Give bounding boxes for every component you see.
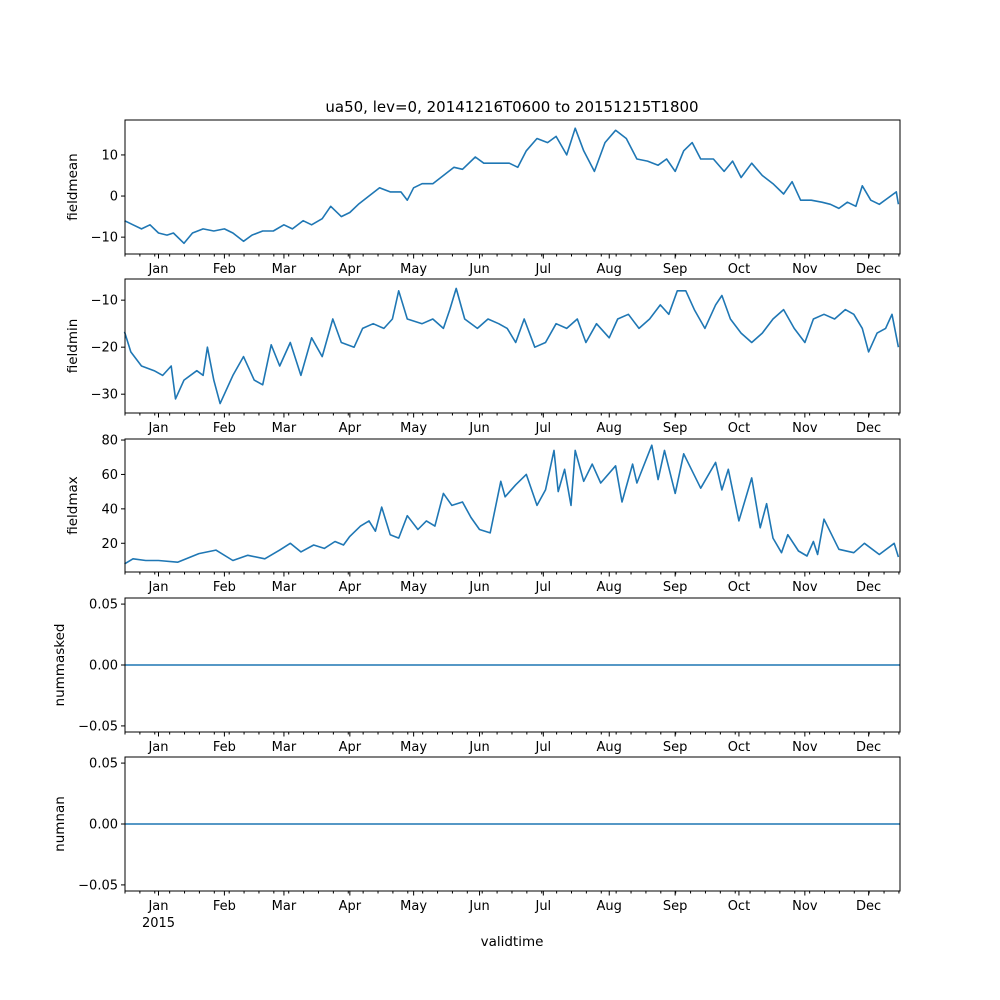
x-tick-label: Aug <box>597 262 622 277</box>
subplot-fieldmax: 20 40 60 80 fieldmax Jan Feb Mar Apr May Jun Jul Aug… <box>65 434 901 595</box>
x-tick-label: Apr <box>339 740 362 755</box>
y-axis-label: fieldmin <box>65 319 81 374</box>
x-tick-label: Mar <box>272 899 297 914</box>
x-tick-label: Jan <box>147 580 168 595</box>
x-tick-label: Apr <box>339 421 362 436</box>
x-tick-label: May <box>400 740 427 755</box>
y-axis-label: fieldmean <box>65 153 81 220</box>
x-tick-label: Mar <box>272 262 297 277</box>
x-tick-label: Sep <box>663 580 688 595</box>
y-tick-label: −0.05 <box>78 719 118 734</box>
subplot-fieldmean: −10 0 10 fieldmean Jan Feb Mar Apr May Jun Jul Aug S… <box>65 119 901 277</box>
x-tick-label: Jan <box>147 899 168 914</box>
x-tick-label: Sep <box>663 899 688 914</box>
x-tick-label: Feb <box>213 262 236 277</box>
subplot-nummasked: −0.05 0.00 0.05 nummasked Jan Feb Mar Apr May Jun… <box>52 597 901 755</box>
x-tick-label: Mar <box>272 421 297 436</box>
y-tick-label: 60 <box>101 468 118 483</box>
x-tick-label: Jul <box>534 740 551 755</box>
x-tick-label: Jun <box>468 580 489 595</box>
x-tick-label: May <box>400 899 427 914</box>
x-tick-label: Oct <box>728 262 750 277</box>
subplot-numnan: −0.05 0.00 0.05 numnan Jan Feb Mar Apr May Jun Jul… <box>52 756 901 931</box>
y-tick-label: 40 <box>101 502 118 517</box>
x-tick-label: Apr <box>339 580 362 595</box>
x-tick-label: Oct <box>728 421 750 436</box>
x-tick-label: Apr <box>339 262 362 277</box>
x-tick-label: Feb <box>213 421 236 436</box>
y-tick-label: −0.05 <box>78 878 118 893</box>
x-tick-label: Jul <box>534 899 551 914</box>
y-tick-label: −10 <box>91 294 118 309</box>
y-axis-label: nummasked <box>52 624 68 707</box>
y-tick-label: −20 <box>91 341 118 356</box>
x-tick-label: Sep <box>663 421 688 436</box>
fieldmin-series-line <box>123 287 900 405</box>
x-tick-label: Feb <box>213 740 236 755</box>
x-tick-label: Nov <box>792 899 818 914</box>
x-tick-label: Feb <box>213 580 236 595</box>
x-tick-label: Oct <box>728 580 750 595</box>
y-tick-label: 80 <box>101 434 118 449</box>
x-tick-label: Jul <box>534 421 551 436</box>
x-tick-label: Jan <box>147 262 168 277</box>
x-tick-label: Apr <box>339 899 362 914</box>
fieldmax-series-line <box>124 444 900 565</box>
x-tick-label: Jun <box>468 421 489 436</box>
x-tick-label: Jun <box>468 740 489 755</box>
x-tick-label: Jul <box>534 580 551 595</box>
y-axis-label: numnan <box>52 796 68 852</box>
y-tick-label: 0.00 <box>89 659 118 674</box>
y-tick-label: 10 <box>101 148 118 163</box>
x-tick-label: Sep <box>663 262 688 277</box>
x-tick-label: Aug <box>597 899 622 914</box>
x-tick-label: Oct <box>728 899 750 914</box>
axes-frame <box>124 119 901 255</box>
y-tick-label: 0.05 <box>89 598 118 613</box>
y-tick-label: 0.05 <box>89 757 118 772</box>
x-tick-label: Aug <box>597 740 622 755</box>
x-tick-label: Dec <box>856 740 881 755</box>
y-tick-label: 20 <box>101 537 118 552</box>
x-tick-label: Jan <box>147 740 168 755</box>
x-tick-label: Aug <box>597 580 622 595</box>
y-tick-label: 0.00 <box>89 818 118 833</box>
x-tick-label: Nov <box>792 262 818 277</box>
x-tick-label: Jun <box>468 262 489 277</box>
x-tick-label: May <box>400 421 427 436</box>
x-tick-label: Jul <box>534 262 551 277</box>
y-axis-label: fieldmax <box>65 476 81 535</box>
x-tick-label: Dec <box>856 421 881 436</box>
x-tick-label: Feb <box>213 899 236 914</box>
x-tick-label: Mar <box>272 580 297 595</box>
x-tick-label: Aug <box>597 421 622 436</box>
axes-frame <box>124 438 901 573</box>
y-tick-label: −10 <box>91 231 118 246</box>
x-tick-label: May <box>400 580 427 595</box>
axes-frame <box>124 278 901 414</box>
x-tick-label: Nov <box>792 421 818 436</box>
y-tick-label: −30 <box>91 388 118 403</box>
subplot-fieldmin: −30 −20 −10 fieldmin Jan Feb Mar Apr May Jun Jul Au… <box>65 278 901 436</box>
x-tick-label: Dec <box>856 899 881 914</box>
x-tick-label: Nov <box>792 580 818 595</box>
x-tick-label: Dec <box>856 262 881 277</box>
x-tick-label: Nov <box>792 740 818 755</box>
x-tick-label: Jun <box>468 899 489 914</box>
fieldmean-series-line <box>124 127 900 245</box>
x-tick-label: Sep <box>663 740 688 755</box>
x-tick-label: Mar <box>272 740 297 755</box>
x-tick-label: Dec <box>856 580 881 595</box>
x-year-label: 2015 <box>142 916 175 931</box>
y-tick-label: 0 <box>110 190 118 205</box>
x-tick-label: May <box>400 262 427 277</box>
chart-title: ua50, lev=0, 20141216T0600 to 20151215T1… <box>325 98 698 116</box>
x-tick-label: Jan <box>147 421 168 436</box>
x-axis-label: validtime <box>481 934 544 950</box>
x-tick-label: Oct <box>728 740 750 755</box>
